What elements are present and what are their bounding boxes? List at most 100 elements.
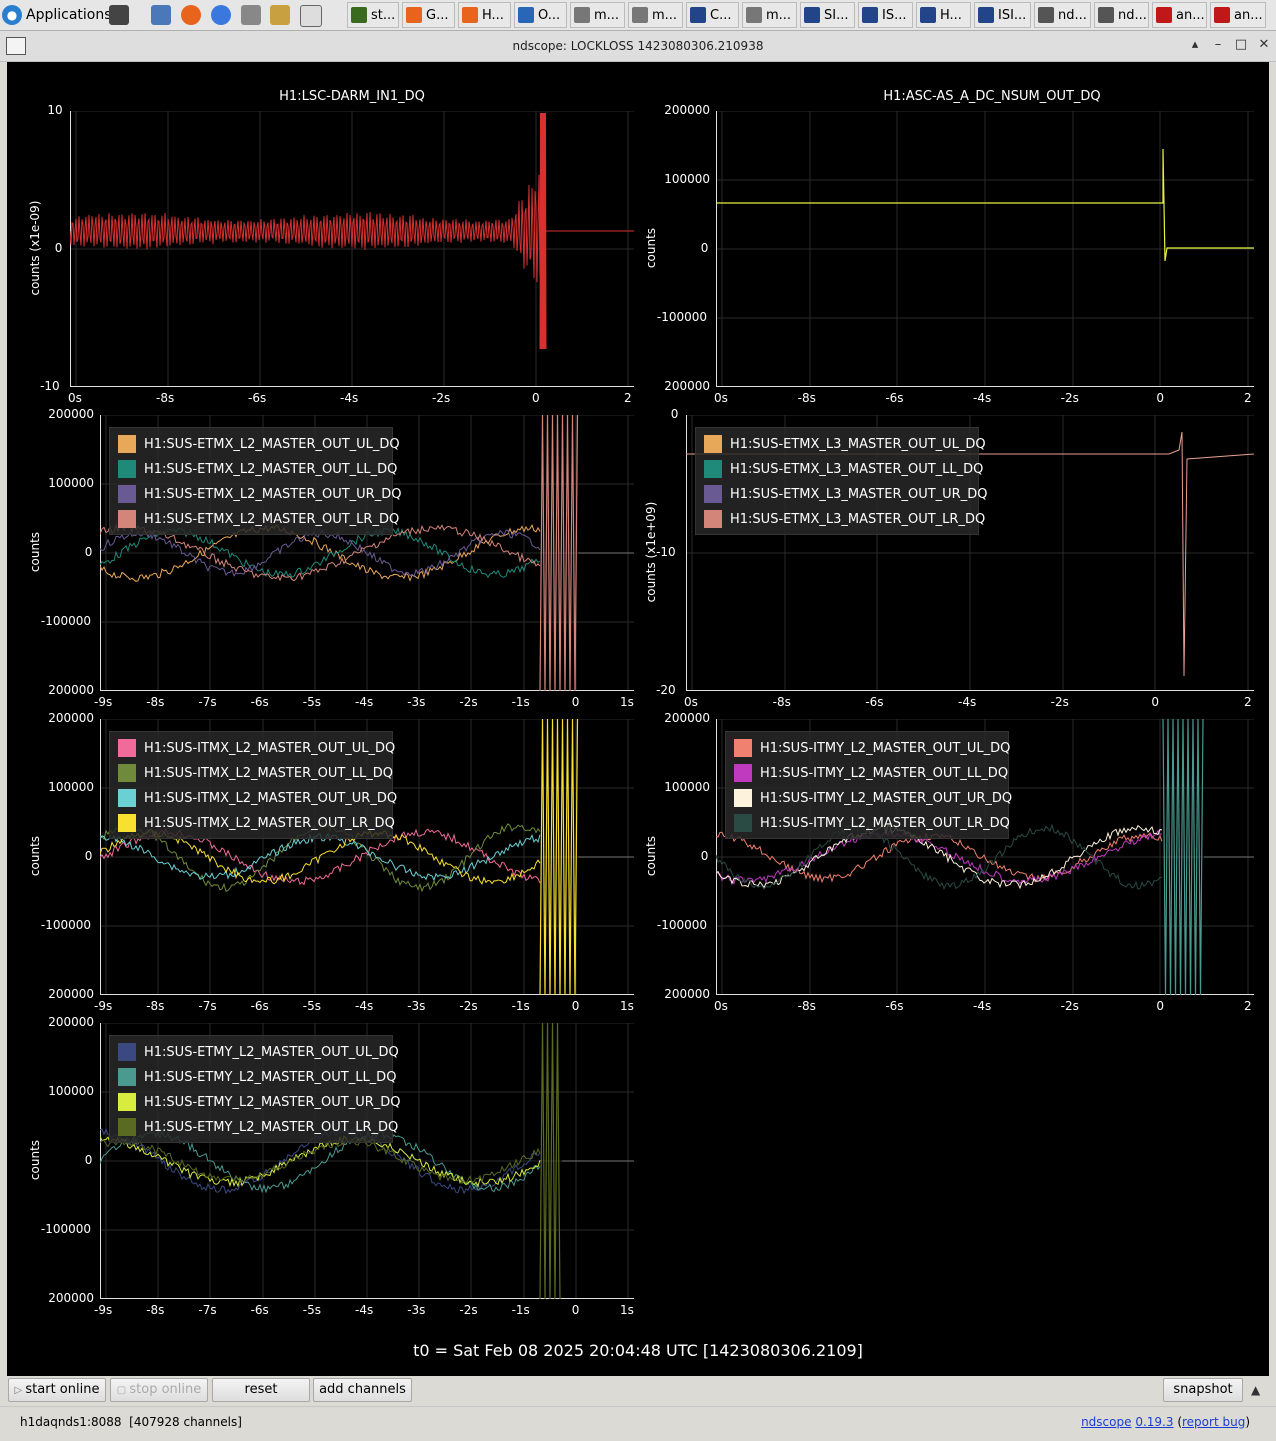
taskbar-window-button[interactable]: m... bbox=[570, 2, 625, 28]
legend-item[interactable]: H1:SUS-ETMX_L2_MASTER_OUT_LR_DQ bbox=[118, 509, 399, 529]
window-menu-icon[interactable] bbox=[6, 37, 26, 55]
shade-icon[interactable]: ▴ bbox=[1191, 37, 1199, 52]
legend: H1:SUS-ETMY_L2_MASTER_OUT_UL_DQ H1:SUS-ET… bbox=[109, 1035, 401, 1143]
x-tick-label: -5s bbox=[302, 1303, 322, 1317]
legend-label: H1:SUS-ITMX_L2_MASTER_OUT_LL_DQ bbox=[144, 765, 394, 781]
x-tick-label: -4s bbox=[958, 695, 977, 709]
legend-item[interactable]: H1:SUS-ETMX_L2_MASTER_OUT_LL_DQ bbox=[118, 459, 397, 479]
x-tick-label: -4s bbox=[355, 1303, 374, 1317]
report-bug-link[interactable]: report bug bbox=[1182, 1415, 1246, 1429]
taskbar-window-button[interactable]: IS... bbox=[858, 2, 913, 28]
chromium-launcher-icon[interactable] bbox=[211, 5, 231, 25]
legend-item[interactable]: H1:SUS-ITMX_L2_MASTER_OUT_LL_DQ bbox=[118, 763, 393, 783]
legend-swatch bbox=[118, 485, 136, 503]
taskbar-window-label: st... bbox=[371, 7, 396, 23]
taskbar-window-label: IS... bbox=[882, 7, 907, 23]
legend-item[interactable]: H1:SUS-ETMX_L2_MASTER_OUT_UL_DQ bbox=[118, 434, 400, 454]
maximize-icon[interactable]: □ bbox=[1234, 37, 1248, 52]
x-tick-label: 0s bbox=[68, 391, 82, 405]
terminal-launcher-icon[interactable] bbox=[109, 5, 129, 25]
taskbar-window-button[interactable]: an... bbox=[1152, 2, 1207, 28]
window-app-icon bbox=[978, 7, 994, 23]
taskbar-window-button[interactable]: O... bbox=[514, 2, 567, 28]
lockloss-burst bbox=[539, 415, 579, 691]
taskbar-window-button[interactable]: C... bbox=[686, 2, 739, 28]
legend-item[interactable]: H1:SUS-ETMX_L2_MASTER_OUT_UR_DQ bbox=[118, 484, 401, 504]
legend-item[interactable]: H1:SUS-ITMY_L2_MASTER_OUT_UR_DQ bbox=[734, 788, 1012, 808]
x-tick-label: 1s bbox=[620, 1303, 634, 1317]
legend-item[interactable]: H1:SUS-ETMX_L3_MASTER_OUT_UR_DQ bbox=[704, 484, 987, 504]
y-tick-label: 200000 bbox=[664, 103, 710, 117]
taskbar-window-button[interactable]: H... bbox=[916, 2, 971, 28]
legend-label: H1:SUS-ETMX_L2_MASTER_OUT_UR_DQ bbox=[144, 486, 402, 502]
legend-item[interactable]: H1:SUS-ITMY_L2_MASTER_OUT_UL_DQ bbox=[734, 738, 1010, 758]
close-icon[interactable]: ✕ bbox=[1258, 37, 1270, 52]
legend-item[interactable]: H1:SUS-ITMX_L2_MASTER_OUT_UL_DQ bbox=[118, 738, 395, 758]
legend-item[interactable]: H1:SUS-ITMY_L2_MASTER_OUT_LR_DQ bbox=[734, 813, 1010, 833]
x-tick-label: -2s bbox=[1060, 391, 1079, 405]
legend-item[interactable]: H1:SUS-ETMY_L2_MASTER_OUT_UL_DQ bbox=[118, 1042, 399, 1062]
legend-label: H1:SUS-ETMX_L2_MASTER_OUT_LL_DQ bbox=[144, 461, 398, 477]
users-launcher-icon[interactable] bbox=[270, 5, 290, 25]
legend-item[interactable]: H1:SUS-ITMX_L2_MASTER_OUT_LR_DQ bbox=[118, 813, 395, 833]
legend-swatch bbox=[118, 789, 136, 807]
x-tick-label: -1s bbox=[511, 695, 530, 709]
plot-darm[interactable] bbox=[70, 111, 634, 387]
legend-item[interactable]: H1:SUS-ETMX_L3_MASTER_OUT_UL_DQ bbox=[704, 434, 986, 454]
legend-swatch bbox=[118, 1068, 136, 1086]
taskbar-window-button[interactable]: nd... bbox=[1034, 2, 1091, 28]
applications-menu[interactable]: ● Applications bbox=[2, 3, 112, 27]
add-channels-button[interactable]: add channels bbox=[313, 1378, 412, 1402]
taskbar-window-button[interactable]: an... bbox=[1210, 2, 1266, 28]
taskbar-window-button[interactable]: ISI... bbox=[974, 2, 1031, 28]
legend-item[interactable]: H1:SUS-ETMY_L2_MASTER_OUT_LL_DQ bbox=[118, 1067, 396, 1087]
share-launcher-icon[interactable] bbox=[241, 5, 261, 25]
legend-swatch bbox=[118, 739, 136, 757]
taskbar-window-button[interactable]: nd... bbox=[1094, 2, 1149, 28]
legend-label: H1:SUS-ETMX_L3_MASTER_OUT_UL_DQ bbox=[730, 436, 986, 452]
window-app-icon bbox=[406, 7, 422, 23]
legend-swatch bbox=[118, 764, 136, 782]
y-tick-label: 200000 bbox=[48, 1291, 94, 1305]
text-editor-launcher-icon[interactable] bbox=[300, 5, 322, 27]
x-tick-label: -7s bbox=[198, 1303, 217, 1317]
minimize-icon[interactable]: – bbox=[1214, 37, 1222, 52]
snapshot-button[interactable]: snapshot bbox=[1163, 1378, 1243, 1402]
firefox-launcher-icon[interactable] bbox=[181, 5, 201, 25]
plot-itmy-l2[interactable] bbox=[716, 719, 1254, 995]
legend-label: H1:SUS-ITMX_L2_MASTER_OUT_UR_DQ bbox=[144, 790, 398, 806]
plot-area[interactable]: t0 = Sat Feb 08 2025 20:04:48 UTC [14230… bbox=[7, 62, 1269, 1376]
taskbar-window-button[interactable]: G... bbox=[402, 2, 455, 28]
legend-item[interactable]: H1:SUS-ETMX_L3_MASTER_OUT_LR_DQ bbox=[704, 509, 985, 529]
version-link[interactable]: 0.19.3 bbox=[1135, 1415, 1174, 1429]
legend-item[interactable]: H1:SUS-ITMX_L2_MASTER_OUT_UR_DQ bbox=[118, 788, 397, 808]
x-tick-label: -3s bbox=[407, 695, 426, 709]
start-online-button[interactable]: ▷ start online bbox=[8, 1378, 106, 1402]
taskbar-window-button[interactable]: st... bbox=[347, 2, 399, 28]
legend-item[interactable]: H1:SUS-ETMY_L2_MASTER_OUT_UR_DQ bbox=[118, 1092, 401, 1112]
x-tick-label: -6s bbox=[250, 695, 269, 709]
legend-item[interactable]: H1:SUS-ETMY_L2_MASTER_OUT_LR_DQ bbox=[118, 1117, 398, 1137]
legend-item[interactable]: H1:SUS-ETMX_L3_MASTER_OUT_LL_DQ bbox=[704, 459, 983, 479]
legend-label: H1:SUS-ETMX_L3_MASTER_OUT_UR_DQ bbox=[730, 486, 988, 502]
taskbar-window-label: C... bbox=[710, 7, 732, 23]
legend-item[interactable]: H1:SUS-ITMY_L2_MASTER_OUT_LL_DQ bbox=[734, 763, 1008, 783]
window-app-icon bbox=[804, 7, 820, 23]
expand-up-icon[interactable]: ▲ bbox=[1251, 1383, 1261, 1397]
plot-asc[interactable] bbox=[716, 111, 1254, 387]
x-tick-label: -6s bbox=[885, 999, 904, 1013]
x-tick-label: -8s bbox=[156, 391, 175, 405]
x-tick-label: -8s bbox=[797, 391, 816, 405]
x-tick-label: -2s bbox=[1050, 695, 1069, 709]
reset-button[interactable]: reset bbox=[212, 1378, 310, 1402]
legend-label: H1:SUS-ETMX_L3_MASTER_OUT_LL_DQ bbox=[730, 461, 984, 477]
taskbar-window-button[interactable]: m... bbox=[742, 2, 797, 28]
taskbar-window-button[interactable]: H... bbox=[458, 2, 511, 28]
x-tick-label: -4s bbox=[355, 695, 374, 709]
taskbar-window-label: O... bbox=[538, 7, 561, 23]
taskbar-window-button[interactable]: SI... bbox=[800, 2, 855, 28]
ndscope-link[interactable]: ndscope bbox=[1081, 1415, 1132, 1429]
taskbar-window-button[interactable]: m... bbox=[628, 2, 683, 28]
taskbar-window-label: G... bbox=[426, 7, 449, 23]
file-manager-launcher-icon[interactable] bbox=[151, 5, 171, 25]
